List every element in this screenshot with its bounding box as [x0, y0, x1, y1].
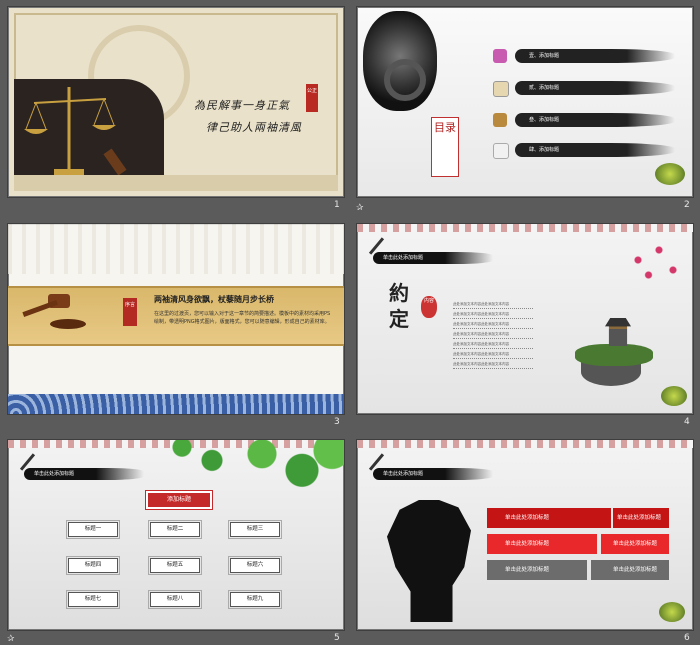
- grass-island: [575, 344, 653, 366]
- bottom-border: [14, 175, 338, 191]
- title-box-5: 标题五: [148, 556, 202, 575]
- title-box-4: 标题四: [66, 556, 120, 575]
- add-title-box: 添加标题: [145, 490, 213, 510]
- slide-thumbnail-6[interactable]: 单击此处添加标题 单击此处添加标题 单击此处添加标题 单击此处添加标题 单击此处…: [356, 439, 694, 631]
- title-box-2: 标题二: [148, 520, 202, 539]
- title-box-8: 标题八: [148, 590, 202, 609]
- section-description: 在这里的过渡页，您可以输入对于这一章节的简要描述。模板中的素材均采用PS绘制，带…: [154, 311, 331, 325]
- animation-star-icon: ✰: [356, 203, 364, 213]
- row-1-right: 单击此处添加标题: [613, 508, 669, 528]
- text-line: 此处添加文本内容此处添加文本内容: [453, 362, 533, 369]
- title-box-6: 标题六: [228, 556, 282, 575]
- toc-item-label: 壹、添加标题: [515, 49, 675, 63]
- section-heading: 两袖清风身欲飘，杖藜随月步长桥: [154, 295, 274, 304]
- title-box-1: 标题一: [66, 520, 120, 539]
- scroll-icon: [493, 143, 509, 159]
- calligraphy-line-1: 為民解事一身正氣: [194, 99, 290, 112]
- text-line: 此处添加文本内容此处添加文本内容: [453, 312, 533, 319]
- title-bar: 单击此处添加标题: [373, 252, 493, 264]
- gavel-icon: [22, 294, 86, 329]
- toc-item-1: 壹、添加标题: [493, 47, 675, 65]
- text-lines: 此处添加文本内容此处添加文本内容 此处添加文本内容此处添加文本内容 此处添加文本…: [453, 302, 533, 372]
- title-bar: 单击此处添加标题: [24, 468, 144, 480]
- toc-item-3: 叁、添加标题: [493, 111, 675, 129]
- slide-thumbnail-2[interactable]: 目录 壹、添加标题 贰、添加标题 叁、添加标题 肆、添加标题: [356, 6, 694, 198]
- text-line: 此处添加文本内容此处添加文本内容: [453, 352, 533, 359]
- text-line: 此处添加文本内容此处添加文本内容: [453, 342, 533, 349]
- row-3-left: 单击此处添加标题: [487, 560, 587, 580]
- fist-icon: [387, 500, 471, 622]
- plum-blossom-image: [617, 240, 687, 290]
- row-1-left: 单击此处添加标题: [487, 508, 611, 528]
- title-box-3: 标题三: [228, 520, 282, 539]
- inkstone-icon: [493, 113, 507, 127]
- title-bar: 单击此处添加标题: [373, 468, 493, 480]
- red-seal: 公正: [306, 84, 318, 112]
- slide-number-3: 3: [334, 417, 340, 427]
- text-line: 此处添加文本内容此处添加文本内容: [453, 322, 533, 329]
- red-seal: 序言: [123, 298, 137, 326]
- toc-item-2: 贰、添加标题: [493, 79, 675, 97]
- row-2-left: 单击此处添加标题: [487, 534, 597, 554]
- animation-star-icon: ✰: [7, 634, 15, 644]
- slide-thumbnail-3[interactable]: 序言 两袖清风身欲飘，杖藜随月步长桥 在这里的过渡页，您可以输入对于这一章节的简…: [7, 223, 345, 415]
- bonsai-pot-image: [655, 163, 685, 185]
- top-pattern: [357, 440, 693, 448]
- slide-thumbnail-1[interactable]: 為民解事一身正氣 律己助人兩袖清風 公正: [7, 6, 345, 198]
- bonsai-pot-image: [659, 602, 685, 622]
- cloud-pattern: [8, 224, 344, 274]
- slide-number-6: 6: [684, 633, 690, 643]
- slide-number-2: 2: [684, 200, 690, 210]
- toc-item-4: 肆、添加标题: [493, 141, 675, 159]
- slide-number-4: 4: [684, 417, 690, 427]
- slide-number-5: 5: [334, 633, 340, 643]
- toc-item-label: 肆、添加标题: [515, 143, 675, 157]
- toc-item-label: 叁、添加标题: [515, 113, 675, 127]
- knocker-ring: [384, 59, 426, 101]
- calligraphy-line-2: 律己助人兩袖清風: [206, 121, 302, 134]
- slide-number-1: 1: [334, 200, 340, 210]
- row-3-right: 单击此处添加标题: [591, 560, 669, 580]
- bonsai-pot-image: [661, 386, 687, 406]
- title-box-9: 标题九: [228, 590, 282, 609]
- red-seal: 内容: [421, 296, 437, 318]
- pavilion-image: [605, 318, 631, 346]
- text-line: 此处添加文本内容此处添加文本内容: [453, 332, 533, 339]
- text-line: 此处添加文本内容此处添加文本内容: [453, 302, 533, 309]
- wave-pattern: [8, 394, 344, 414]
- brush-pot-icon: [493, 81, 509, 97]
- flower-icon: [493, 49, 507, 63]
- slide-thumbnail-4[interactable]: 单击此处添加标题 約定 内容 此处添加文本内容此处添加文本内容 此处添加文本内容…: [356, 223, 694, 415]
- toc-title: 目录: [431, 117, 459, 177]
- top-pattern: [357, 224, 693, 232]
- big-calligraphy: 約定: [389, 281, 409, 331]
- toc-item-label: 贰、添加标题: [515, 81, 675, 95]
- green-tree-image: [152, 440, 344, 500]
- title-box-7: 标题七: [66, 590, 120, 609]
- slide-thumbnail-5[interactable]: 单击此处添加标题 添加标题 标题一 标题二 标题三 标题四 标题五 标题六 标题…: [7, 439, 345, 631]
- row-2-right: 单击此处添加标题: [601, 534, 669, 554]
